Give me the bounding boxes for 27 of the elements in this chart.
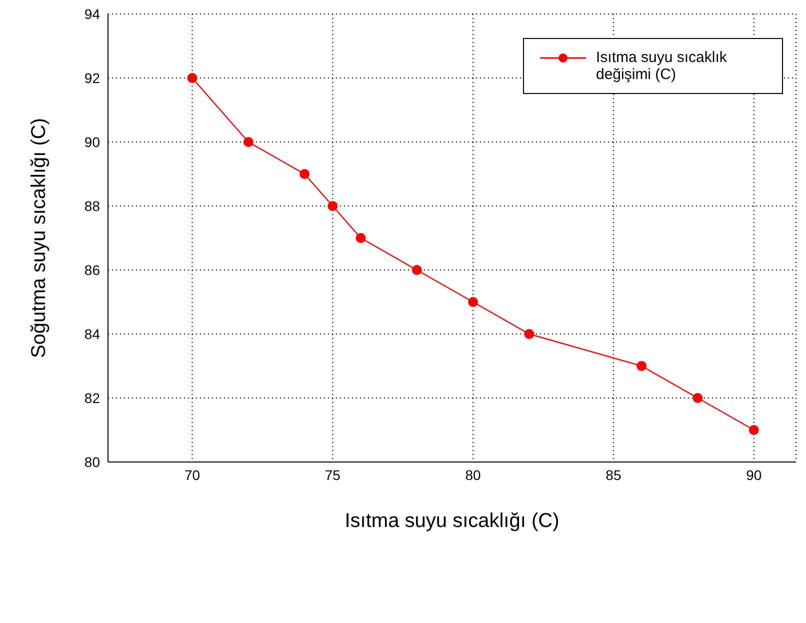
y-tick-label: 84 [84,326,100,342]
x-tick-label: 75 [324,466,341,483]
x-tick-label: 85 [606,466,622,483]
x-tick-label: 90 [746,466,762,483]
point [187,73,198,83]
point [328,201,338,211]
y-tick-label: 86 [84,262,100,278]
x-tick-label: 80 [465,466,482,483]
legend-label: Isıtma suyu sıcaklık değişimi (C) [596,49,728,83]
y-tick-label: 88 [84,198,100,214]
point [243,137,254,147]
y-tick-label: 94 [84,6,100,22]
y-tick-label: 80 [84,454,100,470]
point [468,297,478,307]
x-tick-label: 70 [184,466,200,483]
x-axis-title: Isıtma suyu sıcaklığı (C) [344,510,560,532]
y-tick-label: 90 [84,134,100,150]
point [300,169,310,179]
y-axis-title: Soğutma suyu sıcaklığı (C) [28,118,50,358]
point [692,393,703,403]
y-tick-label: 92 [84,70,100,86]
point [748,425,759,435]
point [524,329,534,339]
point [356,233,366,243]
y-tick-label: 82 [84,390,100,406]
point [412,265,422,275]
point [636,361,647,371]
